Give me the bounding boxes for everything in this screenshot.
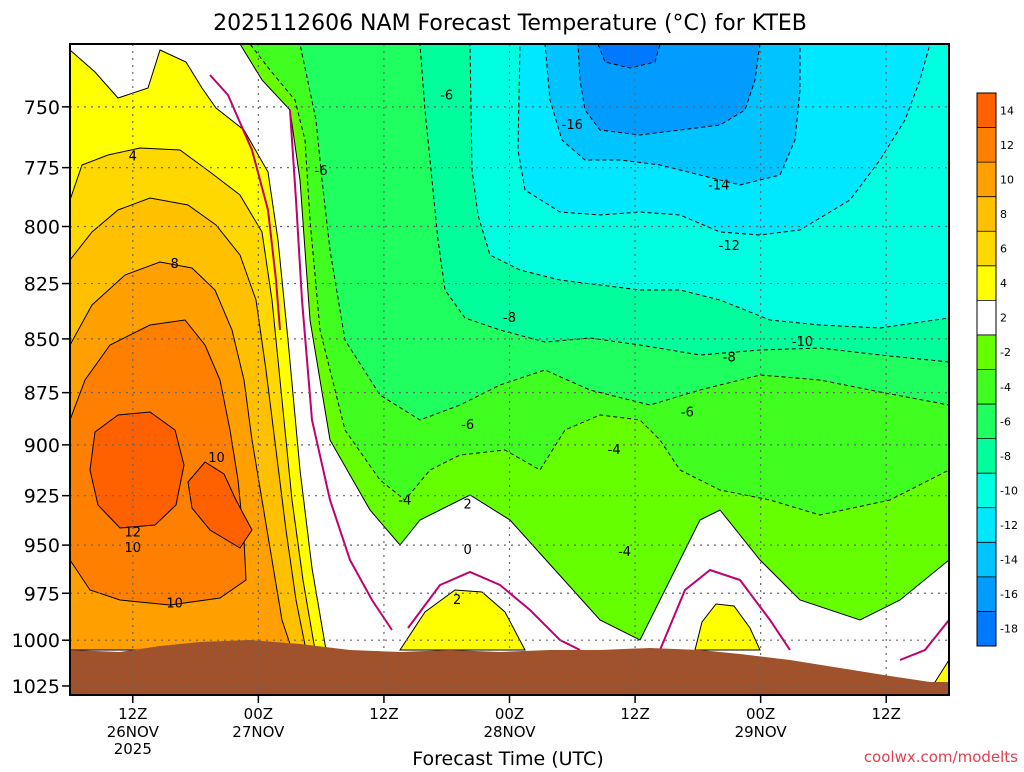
band-12-14-east <box>187 461 253 549</box>
contour-label: -6 <box>681 406 694 421</box>
colorbar-tick-label: -6 <box>1000 415 1011 428</box>
y-tick-label: 850 <box>24 329 60 351</box>
x-tick-label: 12Z <box>872 705 901 723</box>
colorbar-tick-label: -16 <box>1000 588 1018 601</box>
colorbar-swatch <box>977 473 996 508</box>
contour-label: -12 <box>719 239 740 254</box>
band-below-minus18 <box>597 44 661 69</box>
colorbar-swatch <box>977 231 996 266</box>
y-tick-label: 800 <box>24 217 60 239</box>
x-tick-date: 28NOV <box>483 723 536 741</box>
y-tick-label: 750 <box>24 97 60 119</box>
contour-label: 2 <box>464 498 472 513</box>
zero-degree-line-west <box>140 44 281 331</box>
colorbar: 14 12 10 8 6 4 2 -2 -4 -6 -8 -10 -12 -14 -16 -18 <box>976 92 1018 647</box>
colorbar-tick-label: -14 <box>1000 554 1018 567</box>
colorbar-swatch <box>977 300 996 335</box>
contour-label: -4 <box>608 443 621 458</box>
zero-degree-line-east <box>659 568 949 661</box>
contour-label: 10 <box>208 451 225 466</box>
contour-label: 0 <box>464 543 472 558</box>
colorbar-tick-label: -10 <box>1000 484 1018 497</box>
colorbar-swatch <box>977 611 996 646</box>
x-axis-label: Forecast Time (UTC) <box>412 748 603 768</box>
contour-label: -6 <box>440 88 453 103</box>
contour-label: -16 <box>562 118 583 133</box>
contour-label: -10 <box>792 335 813 350</box>
x-tick-label: 12Z <box>369 705 398 723</box>
contour-label: -6 <box>461 418 474 433</box>
band-12-14-west <box>89 411 185 529</box>
contour-label: 10 <box>125 541 142 556</box>
colorbar-swatch <box>977 93 996 128</box>
y-tick-label: 775 <box>24 158 60 180</box>
band-2-4-lowlevel <box>399 589 526 651</box>
x-tick-date: 27NOV <box>232 723 285 741</box>
colorbar-tick-label: -18 <box>1000 623 1018 636</box>
y-axis: 750 775 800 825 850 875 900 925 950 975 1000 1025 <box>12 97 70 698</box>
watermark: coolwx.com/modelts <box>864 748 1018 766</box>
colorbar-swatch <box>977 369 996 405</box>
contour-label: 4 <box>129 150 137 165</box>
contour-label: -14 <box>708 178 729 193</box>
y-tick-label: 975 <box>24 583 60 605</box>
contour-label: 12 <box>125 525 142 540</box>
colorbar-tick-label: 10 <box>1000 173 1014 186</box>
colorbar-tick-label: -4 <box>1000 381 1011 394</box>
y-tick-label: 925 <box>24 486 60 508</box>
x-tick-label: 00Z <box>746 705 775 723</box>
colorbar-tick-label: 8 <box>1000 208 1007 221</box>
contour-label: 2 <box>453 593 461 608</box>
x-tick-date: 26NOV <box>107 723 160 741</box>
colorbar-swatch <box>977 542 996 577</box>
contour-label: -4 <box>618 545 631 560</box>
y-tick-label: 1025 <box>12 676 60 698</box>
x-tick-label: 12Z <box>118 705 147 723</box>
colorbar-swatch <box>977 404 996 439</box>
colorbar-swatch <box>977 162 996 197</box>
x-tick-year: 2025 <box>114 740 152 758</box>
x-tick-label: 00Z <box>244 705 273 723</box>
x-tick-label: 00Z <box>495 705 524 723</box>
chart-title: 2025112606 NAM Forecast Temperature (°C)… <box>213 11 807 36</box>
x-tick-date: 29NOV <box>735 723 788 741</box>
colorbar-swatch <box>977 576 996 612</box>
x-tick-label: 12Z <box>620 705 649 723</box>
y-tick-label: 825 <box>24 274 60 296</box>
plot-area <box>70 44 949 695</box>
colorbar-tick-label: 12 <box>1000 139 1014 152</box>
colorbar-tick-label: -12 <box>1000 519 1018 532</box>
y-tick-label: 875 <box>24 383 60 405</box>
colorbar-swatch <box>977 265 996 301</box>
y-tick-label: 900 <box>24 435 60 457</box>
colorbar-swatch <box>977 438 996 474</box>
colorbar-tick-label: 2 <box>1000 312 1007 325</box>
colorbar-tick-label: -2 <box>1000 346 1011 359</box>
band-2-4-lowlevel-east <box>694 603 761 651</box>
colorbar-tick-label: 6 <box>1000 243 1007 256</box>
colorbar-swatch <box>977 127 996 163</box>
colorbar-tick-label: -8 <box>1000 450 1011 463</box>
contour-label: -8 <box>723 350 736 365</box>
colorbar-tick-label: 4 <box>1000 277 1007 290</box>
contour-label: -6 <box>315 164 328 179</box>
y-tick-label: 1000 <box>12 630 60 652</box>
contour-label: -4 <box>398 494 411 509</box>
colorbar-tick-label: 14 <box>1000 104 1014 117</box>
contour-label: 8 <box>171 257 179 272</box>
contour-label: -8 <box>503 311 516 326</box>
colorbar-swatch <box>977 196 996 232</box>
colorbar-swatch <box>977 334 996 370</box>
colorbar-swatch <box>977 507 996 543</box>
y-tick-label: 950 <box>24 535 60 557</box>
contour-label: 10 <box>166 597 183 612</box>
